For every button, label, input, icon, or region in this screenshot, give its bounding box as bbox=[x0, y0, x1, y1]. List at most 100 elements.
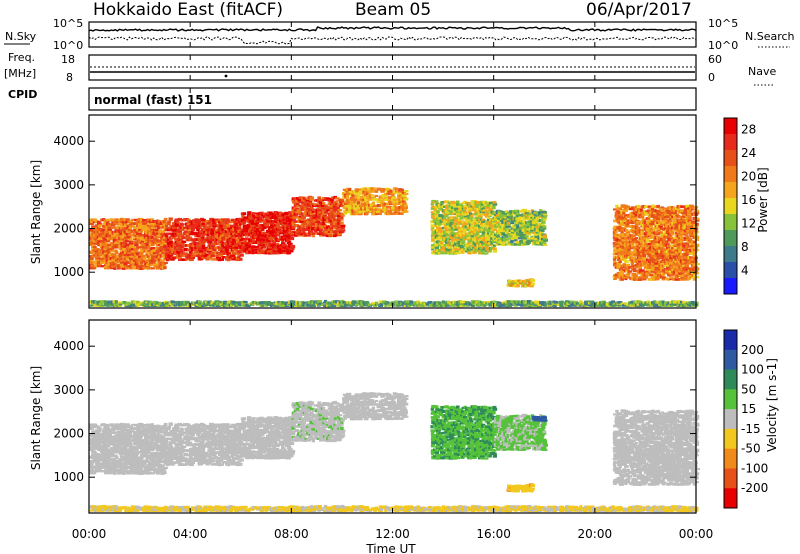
power-cell-2 bbox=[290, 247, 295, 251]
power-cell-1 bbox=[168, 217, 173, 221]
power-cell-9 bbox=[647, 250, 651, 254]
power-cell-9 bbox=[634, 213, 639, 217]
power-cell-5 bbox=[452, 224, 456, 228]
power-cell-0 bbox=[145, 227, 149, 231]
power-cell-6 bbox=[515, 213, 521, 217]
power-cell-9 bbox=[656, 209, 660, 213]
power-cell-1 bbox=[181, 236, 186, 240]
power-cell-1 bbox=[201, 254, 206, 258]
power-cell-0 bbox=[132, 222, 137, 225]
power-cell-4 bbox=[375, 198, 379, 201]
power-cell-9 bbox=[654, 261, 660, 265]
power-cell-5 bbox=[476, 220, 480, 224]
power-cell-6 bbox=[539, 209, 543, 213]
power-cell-4 bbox=[381, 194, 387, 198]
power-cell-4 bbox=[353, 190, 357, 194]
power-cell-1 bbox=[196, 228, 200, 232]
power-cell-5 bbox=[485, 234, 491, 238]
power-cell-0 bbox=[163, 266, 167, 270]
power-cell-9 bbox=[618, 207, 623, 210]
power-cell-9 bbox=[674, 268, 678, 271]
power-cell-9 bbox=[672, 271, 677, 275]
power-cell-9 bbox=[658, 244, 662, 247]
power-cell-5 bbox=[459, 245, 465, 249]
power-cell-2 bbox=[273, 223, 277, 227]
power-cell-2 bbox=[248, 227, 254, 231]
power-cell-9 bbox=[624, 260, 629, 263]
power-cell-9 bbox=[633, 228, 638, 232]
power-cell-5 bbox=[457, 226, 462, 230]
power-cell-8 bbox=[508, 279, 513, 283]
power-cell-0 bbox=[136, 252, 141, 256]
power-cell-9 bbox=[633, 227, 637, 230]
power-cell-6 bbox=[514, 209, 520, 213]
power-cell-3 bbox=[291, 197, 295, 200]
power-cell-10 bbox=[163, 304, 168, 308]
power-cell-6 bbox=[495, 234, 501, 238]
power-cell-2 bbox=[273, 247, 278, 251]
power-cell-9 bbox=[620, 266, 624, 269]
power-cell-6 bbox=[502, 243, 506, 246]
power-cell-5 bbox=[432, 229, 437, 232]
power-cell-1 bbox=[239, 257, 243, 261]
power-cell-4 bbox=[357, 197, 361, 202]
power-cell-9 bbox=[667, 278, 671, 281]
power-cell-6 bbox=[497, 217, 502, 220]
power-cell-1 bbox=[204, 238, 209, 241]
power-cell-2 bbox=[251, 229, 256, 232]
power-cell-4 bbox=[344, 202, 349, 205]
power-cell-0 bbox=[129, 264, 133, 269]
noise-search-label: N.Search bbox=[745, 30, 795, 43]
power-cell-9 bbox=[631, 273, 635, 277]
power-cell-2 bbox=[286, 247, 290, 251]
power-cell-5 bbox=[472, 213, 476, 216]
power-cell-4 bbox=[347, 192, 352, 195]
power-cell-6 bbox=[524, 224, 528, 228]
power-cell-9 bbox=[649, 236, 654, 239]
power-cell-1 bbox=[227, 227, 231, 230]
power-cell-10 bbox=[139, 301, 144, 304]
power-cell-1 bbox=[234, 246, 239, 249]
power-cell-5 bbox=[481, 252, 486, 255]
power-cell-6 bbox=[535, 234, 540, 239]
power-cell-9 bbox=[632, 217, 638, 221]
power-cell-0 bbox=[107, 261, 113, 264]
power-cell-9 bbox=[670, 261, 675, 265]
power-cell-9 bbox=[687, 256, 691, 260]
power-cell-3 bbox=[300, 201, 306, 204]
power-cell-9 bbox=[621, 220, 625, 224]
power-cell-6 bbox=[519, 234, 524, 238]
power-cell-0 bbox=[89, 220, 93, 224]
power-cell-5 bbox=[481, 249, 485, 253]
power-cell-6 bbox=[515, 224, 520, 227]
power-cell-9 bbox=[678, 204, 682, 208]
power-cell-2 bbox=[281, 240, 285, 243]
power-cell-0 bbox=[113, 253, 117, 256]
power-cell-3 bbox=[320, 226, 324, 229]
power-cell-9 bbox=[625, 269, 629, 273]
power-cell-9 bbox=[658, 271, 662, 275]
power-cell-0 bbox=[101, 261, 105, 264]
power-cell-2 bbox=[257, 241, 262, 245]
power-cell-9 bbox=[625, 225, 631, 228]
power-cell-9 bbox=[626, 263, 630, 267]
power-cell-0 bbox=[137, 245, 142, 249]
power-cell-4 bbox=[378, 212, 382, 216]
beam-label: Beam 05 bbox=[355, 0, 431, 20]
power-cell-9 bbox=[663, 244, 667, 248]
power-cell-5 bbox=[459, 216, 465, 220]
power-cell-2 bbox=[245, 237, 249, 241]
power-cell-9 bbox=[641, 248, 646, 252]
power-cell-2 bbox=[257, 229, 262, 233]
power-cell-1 bbox=[215, 230, 221, 234]
power-cell-0 bbox=[148, 226, 153, 230]
power-cell-6 bbox=[499, 241, 503, 244]
power-cell-10 bbox=[103, 303, 109, 306]
power-cell-2 bbox=[279, 244, 283, 247]
power-cell-0 bbox=[145, 242, 151, 247]
power-cell-0 bbox=[123, 227, 128, 231]
power-cell-0 bbox=[105, 262, 109, 266]
power-cell-0 bbox=[130, 262, 135, 266]
power-cell-1 bbox=[237, 244, 242, 247]
power-cell-1 bbox=[223, 226, 228, 230]
